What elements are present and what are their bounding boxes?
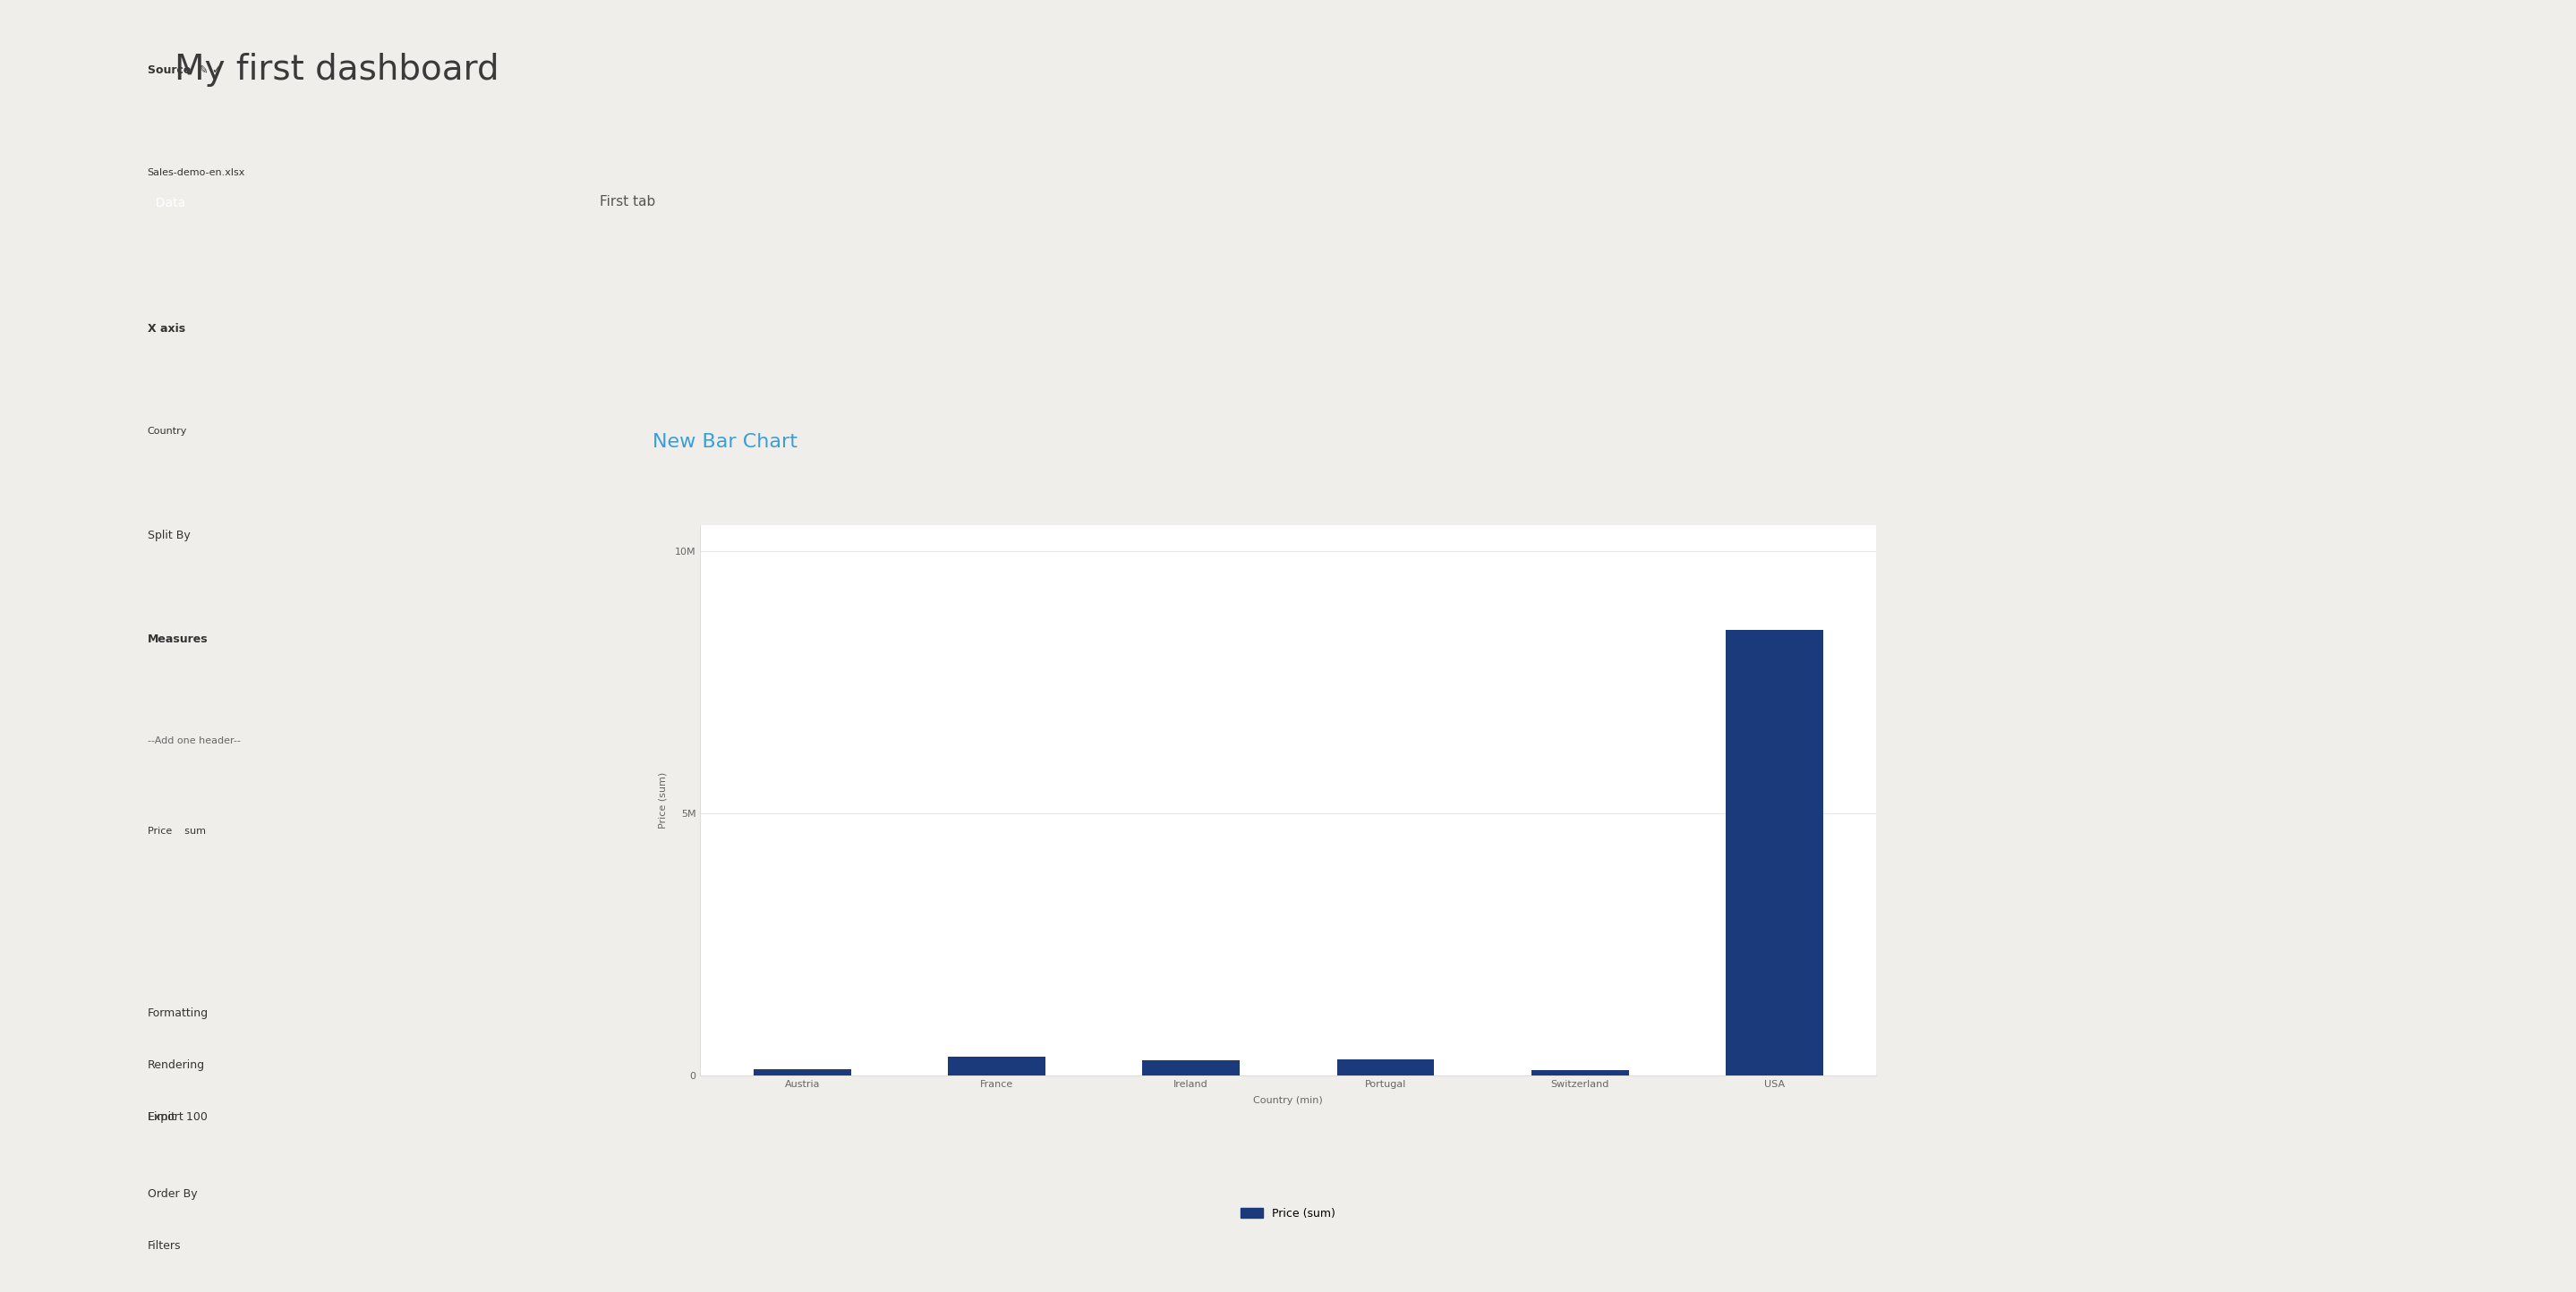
Text: Country: Country [147,426,188,435]
Text: Rendering: Rendering [147,1059,204,1071]
Legend: Price (sum): Price (sum) [1236,1203,1340,1224]
Bar [1726,629,1824,1075]
Text: My first dashboard: My first dashboard [175,53,500,87]
Text: Sales-demo-en.xlsx: Sales-demo-en.xlsx [147,168,245,177]
Text: Measures: Measures [147,633,209,645]
Text: Filters: Filters [147,1240,180,1252]
X-axis label: Country (min): Country (min) [1255,1096,1324,1105]
Bar [948,1057,1046,1075]
Text: Split By: Split By [147,530,191,541]
Y-axis label: Price (sum): Price (sum) [659,771,667,828]
Bar [755,1068,850,1075]
Text: First tab: First tab [600,195,654,208]
Bar [1337,1059,1435,1075]
Text: Price    sum: Price sum [147,827,206,836]
Text: X axis: X axis [147,323,185,335]
Text: Data: Data [147,198,185,209]
Text: New Bar Chart: New Bar Chart [652,433,796,451]
Bar [1144,1061,1239,1075]
Text: Formatting: Formatting [147,1008,209,1019]
Text: Order By: Order By [147,1189,198,1200]
Text: --Add one header--: --Add one header-- [147,736,240,745]
Text: Source  ✎ ✓: Source ✎ ✓ [147,65,222,76]
Text: Limit   100: Limit 100 [147,1111,206,1123]
Bar [1530,1070,1628,1075]
Text: Export: Export [147,1111,183,1123]
